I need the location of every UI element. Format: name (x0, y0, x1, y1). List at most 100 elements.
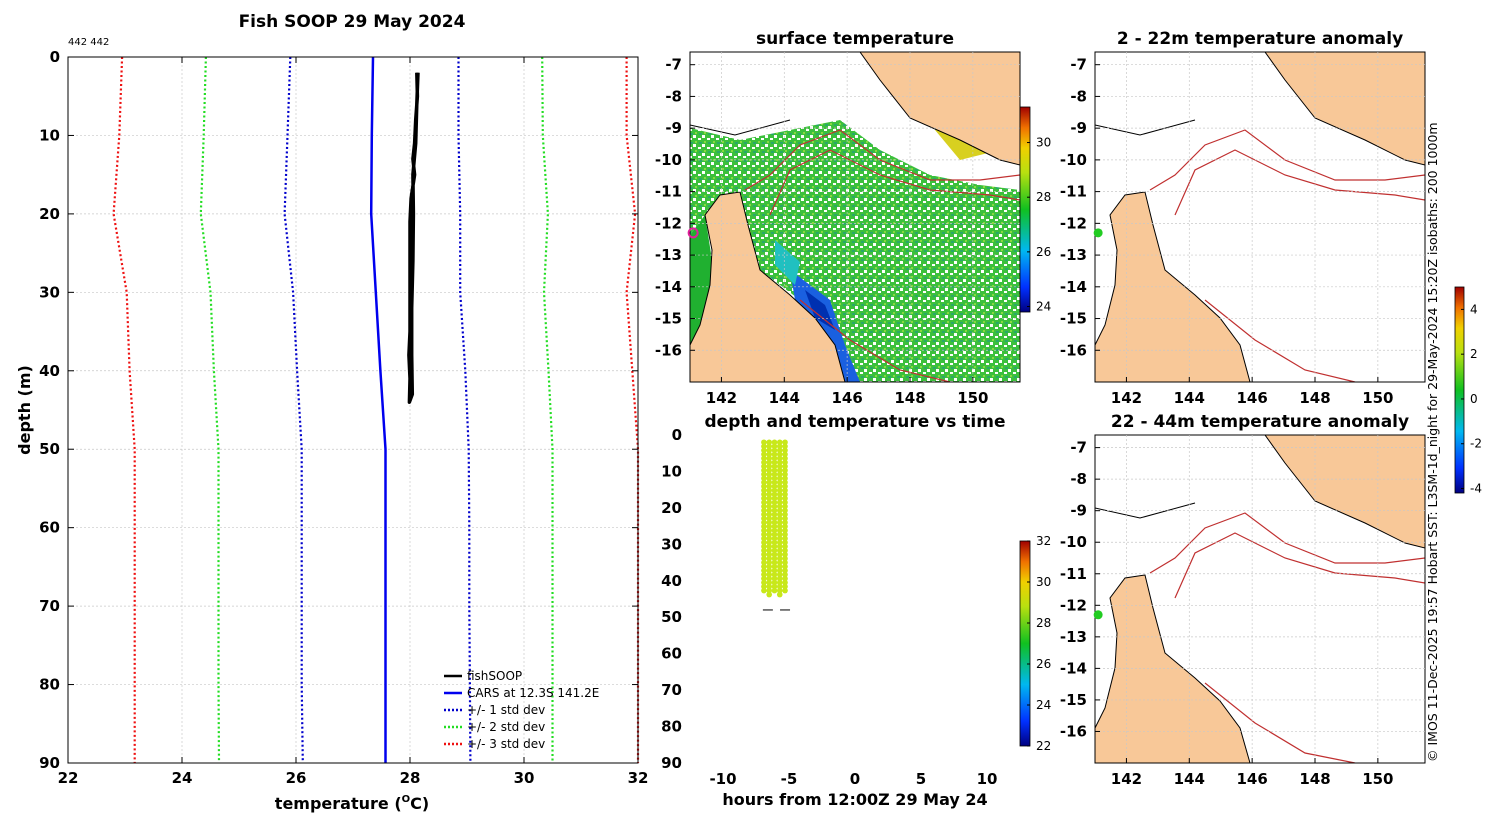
depth-time-point (771, 495, 778, 502)
depth-time-point (776, 531, 783, 538)
depth-time-colorbar-tick-label: 24 (1036, 698, 1051, 712)
depth-time-point (766, 463, 772, 470)
depth-time-point (771, 499, 778, 506)
depth-time-point (776, 515, 783, 522)
depth-time-point (782, 547, 788, 554)
depth-time-point (761, 527, 767, 534)
sst-map-tick-label-lon: 144 (769, 389, 800, 407)
depth-time-point (782, 579, 788, 586)
depth-time-point (761, 587, 767, 594)
depth-time-point (766, 439, 772, 446)
depth-time-point (782, 559, 788, 566)
depth-time-point (776, 587, 783, 594)
depth-time-point (766, 567, 772, 574)
depth-time-tick-label-y: 0 (672, 426, 682, 444)
sst-colorbar (1019, 106, 1031, 313)
depth-time-point (761, 547, 767, 554)
depth-time-point (771, 559, 778, 566)
depth-time-point (761, 463, 767, 470)
anomaly-shallow-coast-gulf (1095, 119, 1196, 136)
depth-time-point (771, 575, 778, 582)
sst-colorbar-tick-label: 24 (1036, 300, 1051, 314)
depth-time-point (771, 551, 778, 558)
depth-time-point (771, 507, 778, 514)
anomaly-map-shallow: 2 - 22m temperature anomaly 142 144 146 148… (1060, 29, 1426, 407)
depth-time-point (782, 527, 788, 534)
coast-gulf (690, 119, 791, 136)
depth-time-point (766, 495, 772, 502)
depth-time-point (782, 523, 788, 530)
depth-time-point (761, 563, 767, 570)
series--3-std-dev (112, 56, 136, 763)
depth-time-point (776, 483, 783, 490)
depth-time-point (766, 551, 772, 558)
depth-time-point (766, 519, 772, 526)
depth-time-point (776, 567, 783, 574)
depth-time-point (776, 467, 783, 474)
depth-time-point (782, 571, 788, 578)
depth-time-point (761, 531, 767, 538)
depth-time-point (766, 563, 772, 570)
depth-time-chart: depth and temperature vs time -10 -5 0 5 10 0… (661, 412, 1051, 809)
depth-time-point (771, 483, 778, 490)
depth-time-point (761, 551, 767, 558)
depth-time-point (771, 463, 778, 470)
ship-position-marker (687, 227, 699, 239)
profile-ylabel: depth (m) (15, 365, 34, 455)
depth-time-point (761, 483, 767, 490)
isobath-coral-sea (799, 299, 951, 382)
anomaly-shallow-tick-label-lat: -11 (1060, 183, 1087, 201)
legend-label-std2: +/- 2 std dev (467, 720, 545, 734)
depth-time-point (771, 479, 778, 486)
depth-time-point (761, 499, 767, 506)
depth-time-point (761, 443, 767, 450)
depth-time-point (782, 443, 788, 450)
profile-tick-label-x: 30 (514, 769, 535, 787)
depth-time-point (771, 579, 778, 586)
anomaly-colorbar-tick-label: 0 (1470, 392, 1478, 406)
depth-time-point (766, 571, 772, 578)
anomaly-shallow-tick-label-lon: 148 (1299, 389, 1330, 407)
depth-time-tick-label-y: 80 (661, 718, 682, 736)
depth-time-point (782, 471, 788, 478)
depth-time-colorbar-tick-label: 32 (1036, 534, 1051, 548)
anomaly-deep-tick-label-lat: -9 (1070, 502, 1087, 520)
depth-time-point (776, 563, 783, 570)
depth-time-point (771, 475, 778, 482)
depth-time-point (771, 539, 778, 546)
profile-series (112, 56, 640, 764)
sst-field-cyan (775, 240, 800, 285)
anomaly-deep-coast-gulf (1095, 502, 1196, 519)
anomaly-shallow-tick-label-lat: -14 (1060, 278, 1087, 296)
depth-time-tick-label-y: 50 (661, 608, 682, 626)
depth-time-point (776, 555, 783, 562)
profile-tick-label-y: 80 (39, 676, 60, 694)
depth-time-point (782, 583, 788, 590)
legend-label-cars: CARS at 12.3S 141.2E (467, 686, 599, 700)
depth-time-point (782, 439, 788, 446)
depth-time-point (776, 443, 783, 450)
sst-map-tick-label-lon: 142 (706, 389, 737, 407)
depth-time-point (766, 535, 772, 542)
depth-time-point (776, 571, 783, 578)
depth-time-point (776, 591, 783, 598)
depth-time-point (771, 543, 778, 550)
depth-time-point (771, 447, 778, 454)
anomaly-shallow-title: 2 - 22m temperature anomaly (1117, 29, 1403, 49)
depth-time-point (761, 455, 767, 462)
depth-time-tick-label-y: 40 (661, 572, 682, 590)
anomaly-colorbar-tick-label: 4 (1470, 302, 1478, 316)
depth-time-point (782, 491, 788, 498)
depth-time-point (776, 519, 783, 526)
isobath-1000 (769, 149, 1020, 216)
depth-time-point (782, 551, 788, 558)
depth-time-point (771, 503, 778, 510)
anomaly-deep-tick-label-lat: -15 (1060, 691, 1087, 709)
depth-time-colorbar-tick-label: 30 (1036, 575, 1051, 589)
depth-time-point (761, 451, 767, 458)
depth-time-point (761, 491, 767, 498)
anomaly-shallow-tick-label-lat: -15 (1060, 310, 1087, 328)
anomaly-deep-isobath-coral-sea (1204, 682, 1356, 763)
depth-time-point (776, 471, 783, 478)
